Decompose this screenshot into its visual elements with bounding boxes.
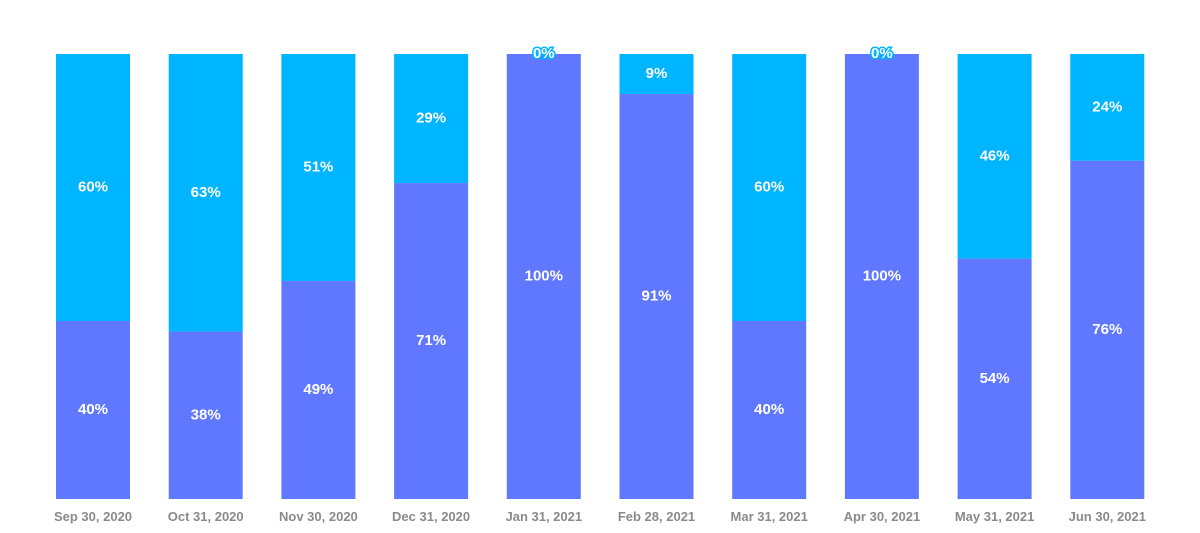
bar-value-label: 100% (525, 267, 563, 284)
bar-segment-bottom (732, 321, 807, 499)
bar-value-label: 60% (78, 178, 108, 195)
bar-value-label: 60% (754, 178, 784, 195)
x-tick-label: May 31, 2021 (955, 509, 1035, 524)
bar-value-label: 0% (533, 45, 555, 62)
bar-value-label: 38% (191, 406, 221, 423)
labels-layer: 40% 60% 38% 63% 49% 51% 71% 29% 100% 0% 91% 9% 40% 60… (78, 43, 1122, 423)
bars-layer (56, 54, 1145, 500)
bar-segment-bottom (1070, 160, 1145, 500)
bar-segment-top (957, 54, 1032, 259)
bar-value-label: 0% (871, 45, 893, 62)
x-tick-label: Apr 30, 2021 (844, 509, 921, 524)
bar-segment-top (1070, 54, 1145, 161)
x-tick-label: Oct 31, 2020 (168, 509, 244, 524)
bar-segment-top (619, 54, 694, 95)
x-tick-label: Jun 30, 2021 (1069, 509, 1146, 524)
bar-value-label: 29% (416, 109, 446, 126)
bar-segment-top (732, 54, 807, 321)
bar-value-label: 76% (1092, 321, 1122, 338)
bar-segment-bottom (56, 321, 130, 499)
x-tick-label: Mar 31, 2021 (731, 509, 808, 524)
bar-value-label: 40% (78, 401, 108, 418)
bar-value-label: 9% (646, 65, 668, 82)
bar-value-label: 91% (641, 287, 671, 304)
x-tick-label: Feb 28, 2021 (618, 509, 695, 524)
bar-segment-bottom (168, 331, 243, 499)
bar-value-label: 51% (303, 158, 333, 175)
bar-segment-bottom (619, 94, 694, 500)
x-tick-label: Nov 30, 2020 (279, 509, 358, 524)
bar-value-label: 49% (303, 381, 333, 398)
bar-segment-bottom (506, 54, 581, 499)
bar-segment-bottom (281, 280, 356, 499)
bar-segment-bottom (957, 258, 1032, 499)
bar-value-label: 46% (980, 147, 1010, 164)
x-tick-label: Sep 30, 2020 (54, 509, 132, 524)
bar-segment-top (168, 54, 243, 332)
bar-value-label: 100% (863, 267, 901, 284)
bar-segment-top (394, 54, 469, 184)
bar-segment-bottom (844, 54, 919, 499)
x-axis: Sep 30, 2020 Oct 31, 2020 Nov 30, 2020 Dec … (54, 509, 1146, 524)
bar-value-label: 54% (980, 370, 1010, 387)
bar-value-label: 71% (416, 332, 446, 349)
x-tick-label: Dec 31, 2020 (392, 509, 470, 524)
bar-segment-top (281, 54, 356, 281)
x-tick-label: Jan 31, 2021 (505, 509, 582, 524)
bar-value-label: 63% (191, 184, 221, 201)
bar-value-label: 24% (1092, 98, 1122, 115)
bar-segment-top (56, 54, 130, 321)
bar-segment-bottom (394, 183, 469, 500)
bar-value-label: 40% (754, 401, 784, 418)
